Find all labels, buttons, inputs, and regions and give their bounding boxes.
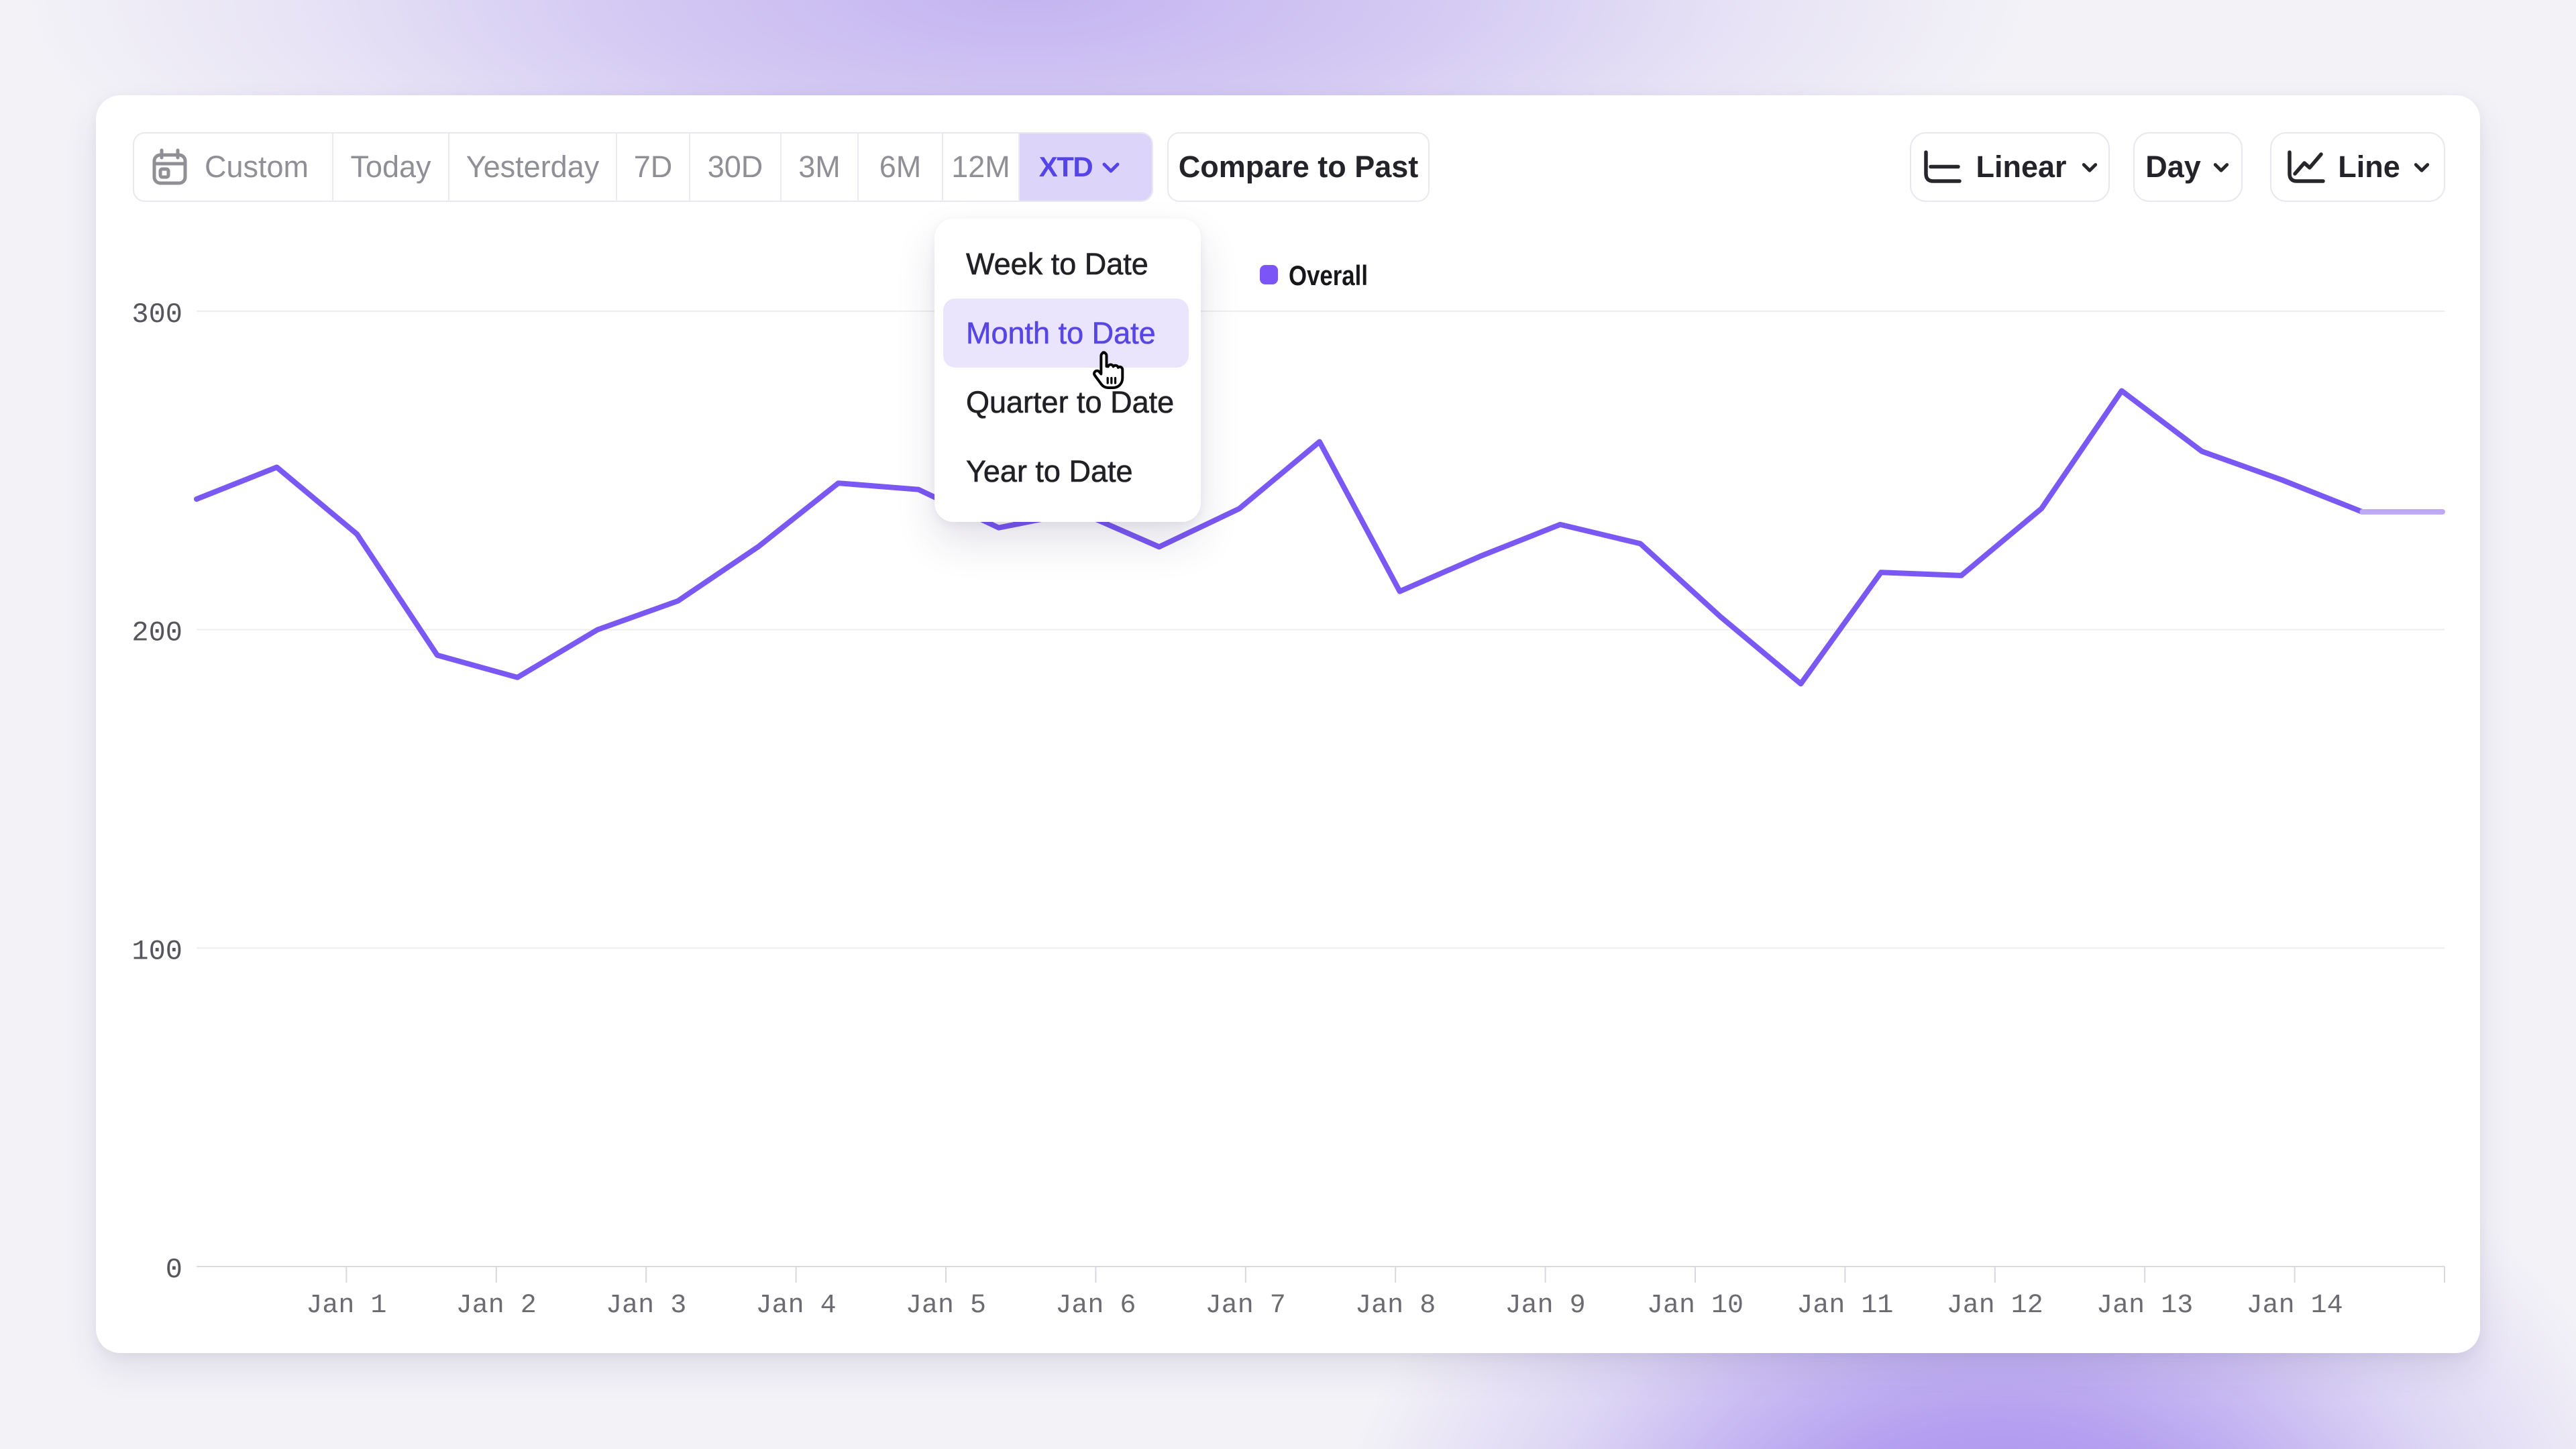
svg-text:Jan 7: Jan 7 <box>1205 1291 1286 1321</box>
svg-text:Jan 2: Jan 2 <box>456 1291 537 1321</box>
svg-text:Jan 14: Jan 14 <box>2247 1291 2343 1321</box>
svg-text:Jan 6: Jan 6 <box>1055 1291 1136 1321</box>
svg-text:Jan 9: Jan 9 <box>1505 1291 1586 1321</box>
svg-text:Jan 4: Jan 4 <box>756 1291 837 1321</box>
svg-text:Jan 3: Jan 3 <box>606 1291 686 1321</box>
svg-text:Jan 11: Jan 11 <box>1796 1291 1893 1321</box>
svg-text:Jan 5: Jan 5 <box>906 1291 986 1321</box>
svg-text:Overall: Overall <box>1289 260 1368 291</box>
svg-text:Jan 12: Jan 12 <box>1947 1291 2043 1321</box>
svg-text:100: 100 <box>131 935 182 967</box>
svg-text:Jan 1: Jan 1 <box>306 1291 386 1321</box>
svg-text:200: 200 <box>131 617 182 649</box>
svg-text:Jan 13: Jan 13 <box>2096 1291 2193 1321</box>
svg-text:Jan 10: Jan 10 <box>1647 1291 1743 1321</box>
svg-text:Jan 8: Jan 8 <box>1355 1291 1436 1321</box>
svg-text:300: 300 <box>131 299 182 331</box>
svg-text:0: 0 <box>166 1254 182 1286</box>
